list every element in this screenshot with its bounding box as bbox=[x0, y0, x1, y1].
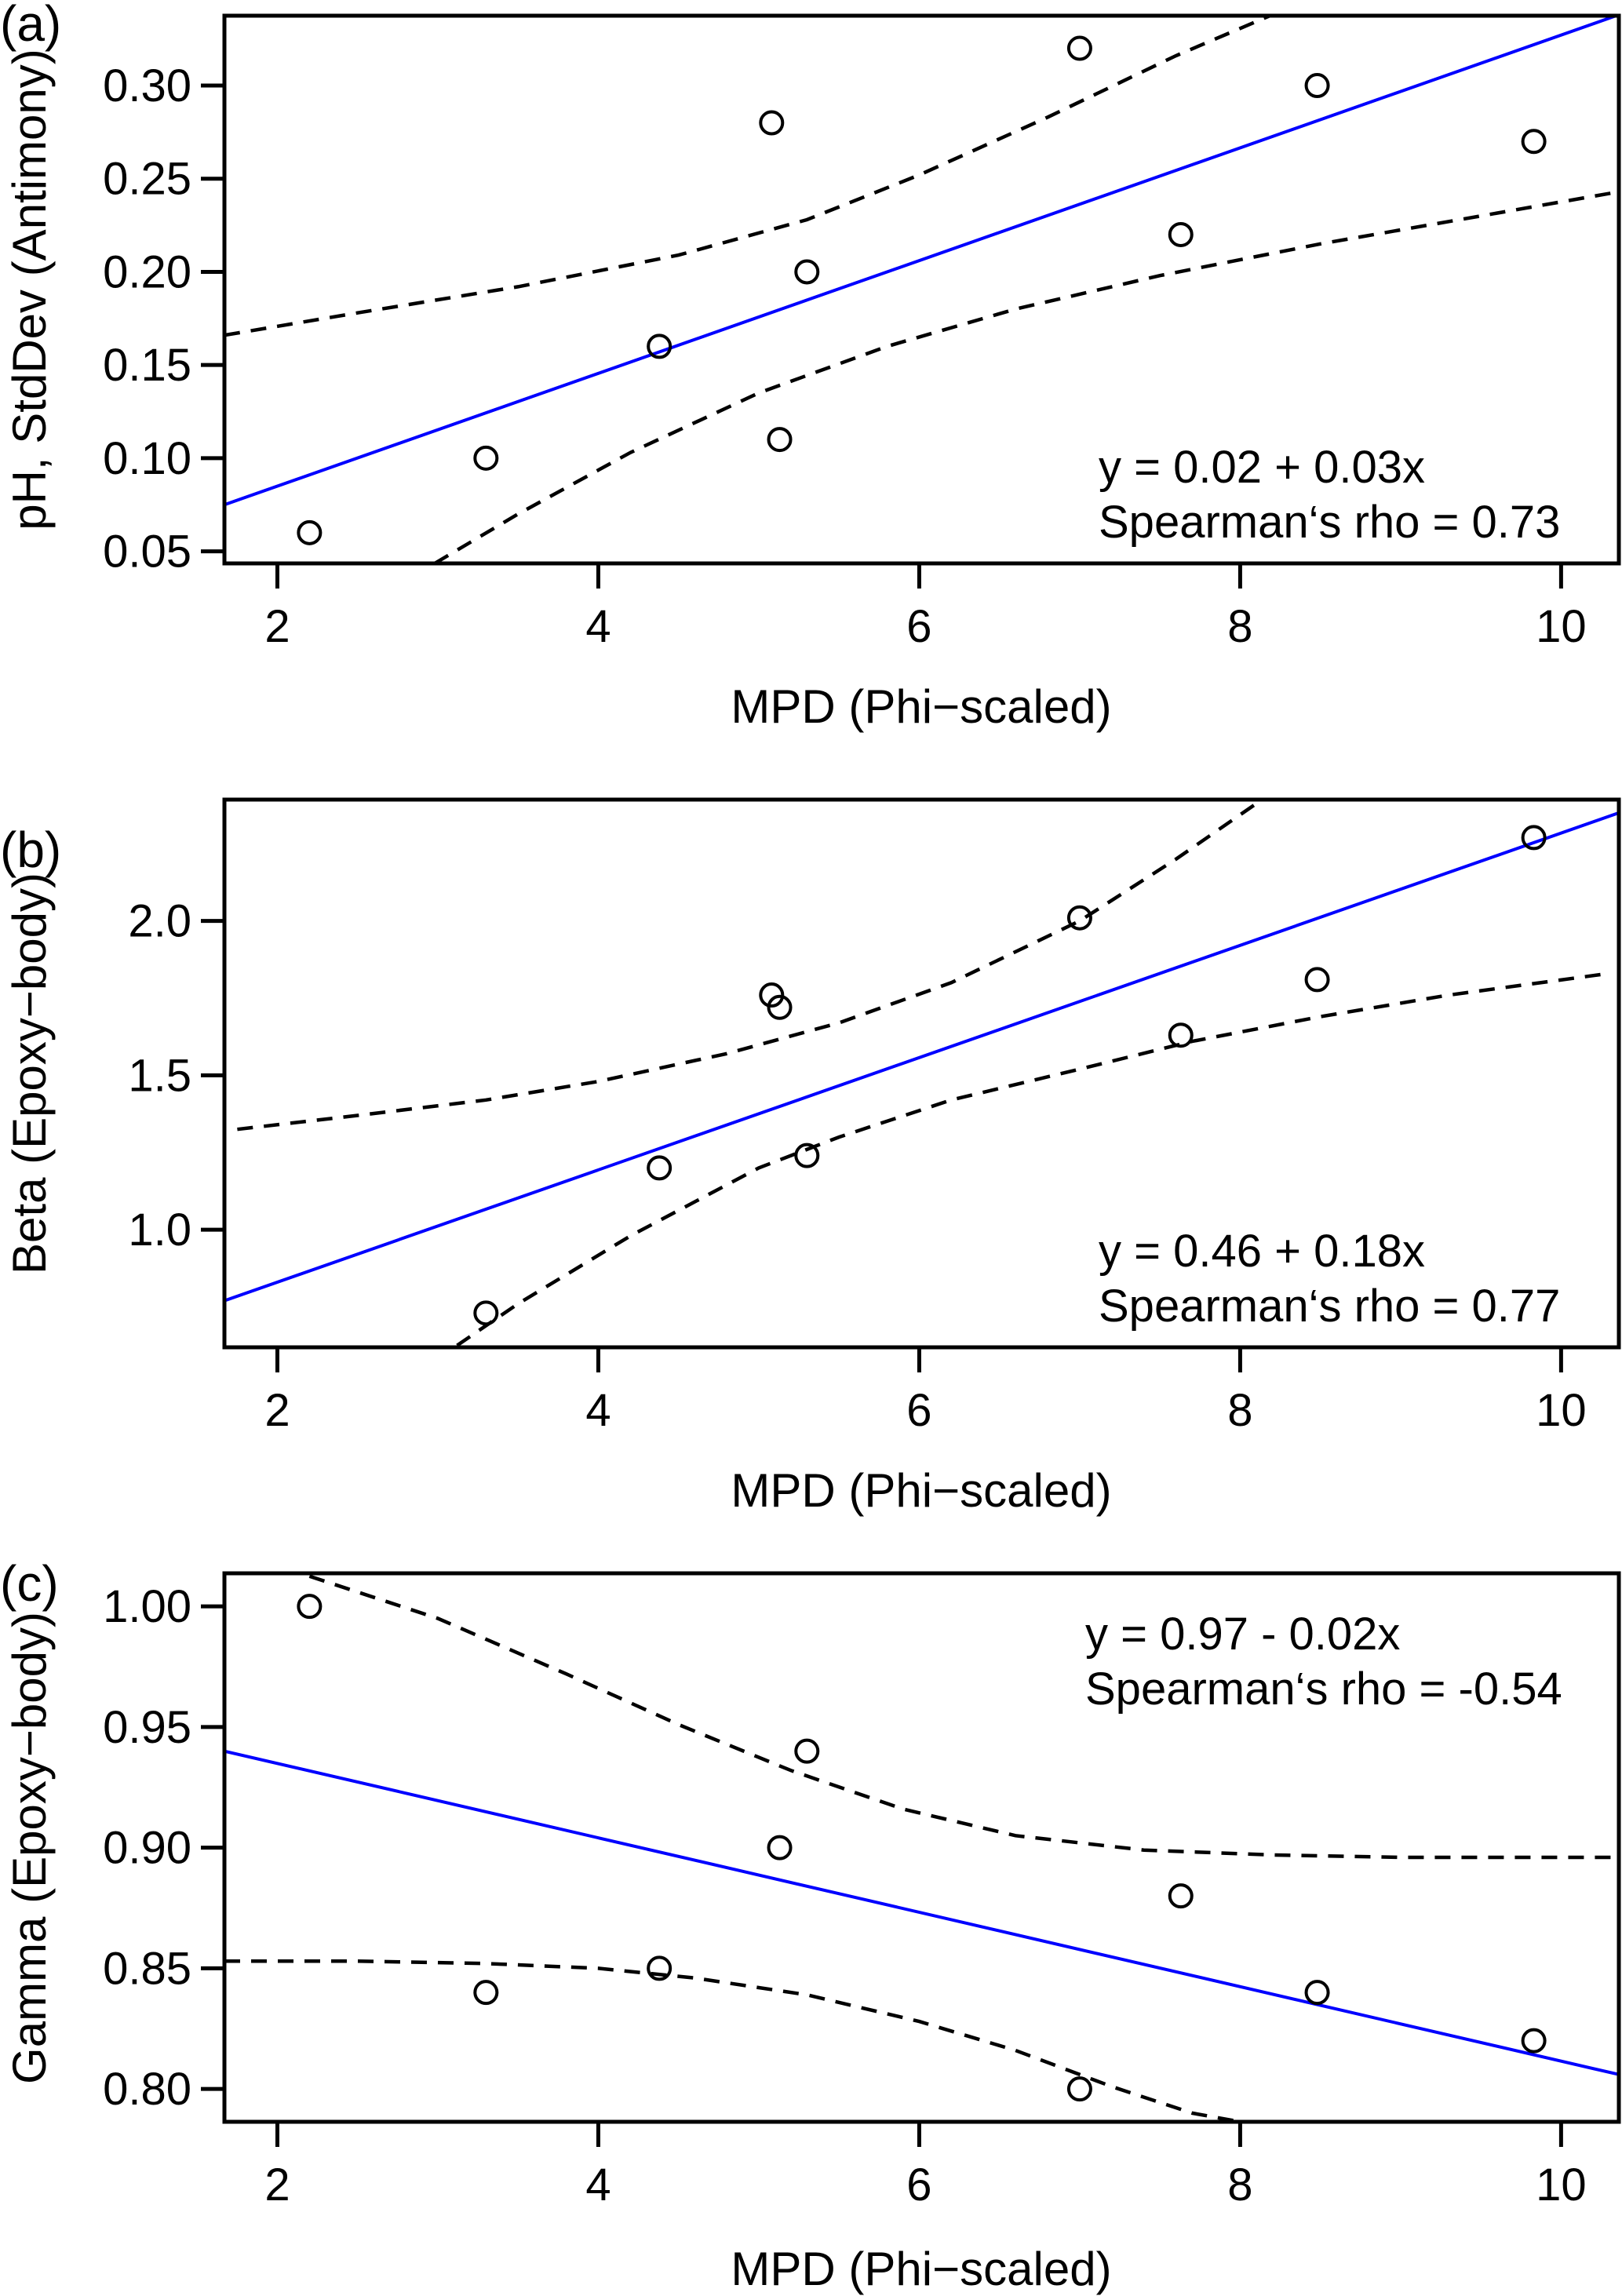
y-tick-label: 0.95 bbox=[103, 1702, 191, 1753]
data-point bbox=[1168, 1022, 1194, 1048]
plot-frame bbox=[222, 1571, 1621, 2124]
data-point bbox=[767, 1835, 793, 1860]
x-axis-title: MPD (Phi−scaled) bbox=[731, 2243, 1111, 2295]
y-tick-label: 1.5 bbox=[128, 1050, 191, 1101]
panel-b: (b) 1.0 1.5 2.0 2 4 6 8 10 MPD (Phi−scaled) Be… bbox=[0, 797, 1621, 1517]
data-point bbox=[759, 982, 785, 1008]
panel-label: (a) bbox=[0, 0, 61, 52]
x-tick-label: 2 bbox=[264, 601, 290, 652]
regression-equation: y = 0.02 + 0.03x bbox=[1099, 442, 1425, 493]
x-tick-label: 6 bbox=[906, 2159, 931, 2210]
data-point bbox=[1168, 1883, 1194, 1909]
regression-equation: y = 0.97 - 0.02x bbox=[1085, 1609, 1400, 1660]
data-point bbox=[297, 1594, 323, 1620]
plot-contents bbox=[224, 802, 1619, 1347]
data-point bbox=[1066, 35, 1092, 61]
confidence-band-lower bbox=[456, 971, 1610, 1347]
x-axis: 2 4 6 8 10 bbox=[264, 563, 1587, 652]
x-axis: 2 4 6 8 10 bbox=[264, 1347, 1587, 1436]
regression-equation: y = 0.46 + 0.18x bbox=[1099, 1226, 1425, 1277]
x-tick-label: 10 bbox=[1536, 1385, 1587, 1436]
regression-line bbox=[224, 811, 1619, 1303]
x-tick-label: 10 bbox=[1536, 601, 1587, 652]
y-tick-label: 1.00 bbox=[103, 1581, 191, 1632]
x-tick-label: 6 bbox=[906, 1385, 931, 1436]
plot-contents bbox=[224, 16, 1619, 563]
plot-contents bbox=[224, 1574, 1619, 2122]
y-tick-label: 1.0 bbox=[128, 1204, 191, 1256]
regression-line bbox=[224, 1749, 1619, 2076]
y-tick-label: 0.25 bbox=[103, 154, 191, 205]
panel-c: (c) 0.80 0.85 0.90 0.95 1.00 2 4 6 8 10 MPD (Phi… bbox=[0, 1555, 1621, 2295]
data-point bbox=[794, 1143, 820, 1168]
data-point bbox=[473, 445, 499, 471]
confidence-band-upper bbox=[237, 802, 1258, 1132]
y-tick-label: 0.80 bbox=[103, 2064, 191, 2115]
y-axis: 0.05 0.10 0.15 0.20 0.25 0.30 bbox=[103, 60, 224, 578]
x-axis-title: MPD (Phi−scaled) bbox=[731, 680, 1111, 733]
x-tick-label: 10 bbox=[1536, 2159, 1587, 2210]
x-tick-label: 4 bbox=[585, 601, 611, 652]
panel-label: (b) bbox=[0, 822, 61, 878]
x-tick-label: 8 bbox=[1227, 2159, 1252, 2210]
regression-line bbox=[224, 16, 1619, 507]
data-point bbox=[794, 1738, 820, 1764]
confidence-band-upper bbox=[308, 1574, 1619, 1860]
x-tick-label: 4 bbox=[585, 2159, 611, 2210]
data-point bbox=[1304, 967, 1330, 993]
data-point bbox=[1168, 221, 1194, 247]
data-point bbox=[473, 1980, 499, 2006]
data-point bbox=[1521, 2028, 1547, 2054]
data-point bbox=[767, 427, 793, 453]
data-point bbox=[794, 259, 820, 285]
x-tick-label: 6 bbox=[906, 601, 931, 652]
plot-area bbox=[224, 802, 1619, 1347]
x-axis: 2 4 6 8 10 bbox=[264, 2122, 1587, 2210]
x-tick-label: 8 bbox=[1227, 601, 1252, 652]
y-axis: 1.0 1.5 2.0 bbox=[128, 896, 224, 1256]
data-point bbox=[647, 1955, 672, 1981]
data-point bbox=[1304, 1980, 1330, 2006]
spearman-rho: Spearman‘s rho = -0.54 bbox=[1085, 1664, 1562, 1715]
data-point bbox=[297, 519, 323, 545]
y-tick-label: 0.20 bbox=[103, 246, 191, 297]
x-tick-label: 2 bbox=[264, 2159, 290, 2210]
y-axis: 0.80 0.85 0.90 0.95 1.00 bbox=[103, 1581, 224, 2115]
data-point bbox=[1304, 73, 1330, 99]
confidence-band-lower bbox=[433, 190, 1619, 563]
data-point bbox=[647, 333, 672, 359]
data-point bbox=[647, 1155, 672, 1181]
data-point bbox=[1066, 905, 1092, 931]
data-point bbox=[767, 994, 793, 1020]
y-tick-label: 0.30 bbox=[103, 60, 191, 111]
data-point bbox=[1521, 825, 1547, 851]
plot-frame bbox=[222, 13, 1621, 566]
x-tick-label: 4 bbox=[585, 1385, 611, 1436]
plot-area bbox=[224, 1574, 1619, 2122]
panel-label: (c) bbox=[0, 1555, 59, 1612]
confidence-band-lower bbox=[224, 1959, 1241, 2122]
data-point bbox=[759, 110, 785, 136]
spearman-rho: Spearman‘s rho = 0.73 bbox=[1099, 497, 1560, 548]
x-tick-label: 2 bbox=[264, 1385, 290, 1436]
y-tick-label: 0.05 bbox=[103, 527, 191, 578]
panel-a: (a) 0.05 0.10 0.15 0.20 0.25 0.30 2 4 6 8 10 MPD … bbox=[0, 0, 1621, 733]
data-point bbox=[473, 1300, 499, 1326]
plot-area bbox=[224, 16, 1619, 563]
data-point bbox=[1521, 129, 1547, 155]
y-axis-title: Beta (Epoxy−body) bbox=[3, 873, 56, 1274]
x-axis-title: MPD (Phi−scaled) bbox=[731, 1464, 1111, 1517]
y-axis-title: Gamma (Epoxy−body) bbox=[3, 1612, 56, 2084]
x-tick-label: 8 bbox=[1227, 1385, 1252, 1436]
y-tick-label: 2.0 bbox=[128, 896, 191, 947]
y-tick-label: 0.85 bbox=[103, 1943, 191, 1994]
y-tick-label: 0.90 bbox=[103, 1823, 191, 1874]
data-point bbox=[1066, 2076, 1092, 2102]
y-axis-title: pH, StdDev (Antimony) bbox=[3, 49, 56, 530]
y-tick-label: 0.10 bbox=[103, 433, 191, 484]
spearman-rho: Spearman‘s rho = 0.77 bbox=[1099, 1281, 1560, 1332]
y-tick-label: 0.15 bbox=[103, 340, 191, 391]
confidence-band-upper bbox=[224, 16, 1274, 337]
